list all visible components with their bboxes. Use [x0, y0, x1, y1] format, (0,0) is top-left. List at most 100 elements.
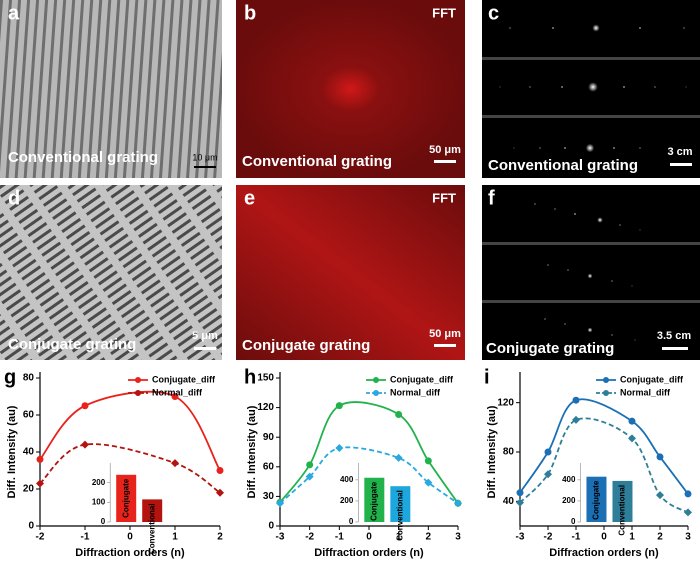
data-point [335, 444, 344, 453]
panel-e: e FFT Conjugate grating 50 μm [236, 185, 465, 360]
x-tick-label: -2 [36, 532, 45, 543]
data-point [656, 491, 664, 500]
scale-label: 5 μm [192, 330, 218, 342]
caption: Conventional grating [8, 149, 158, 166]
y-tick-label: 80 [503, 447, 515, 458]
x-tick-label: -2 [544, 532, 553, 543]
inset-tick-label: 200 [340, 496, 354, 505]
caption: Conjugate grating [8, 336, 136, 353]
data-point [81, 402, 89, 410]
data-point [216, 488, 224, 497]
data-point [81, 440, 89, 449]
caption: Conventional grating [488, 157, 638, 174]
data-point [394, 453, 403, 462]
inset-bar [612, 480, 633, 522]
inset-bar-label: Conventional [147, 503, 156, 554]
y-tick-label: 40 [503, 496, 515, 507]
data-point [454, 499, 462, 508]
inset-bar-label: Conjugate [369, 481, 378, 521]
inset-bar-label: Conjugate [121, 478, 130, 518]
data-point [335, 402, 343, 410]
y-tick-label: 80 [23, 373, 35, 384]
data-point [628, 417, 636, 425]
inset-bar [390, 486, 411, 522]
y-axis-label: Diff. Intensity (au) [6, 405, 18, 498]
inset-tick-label: 400 [340, 475, 354, 484]
panel-letter: h [244, 366, 256, 388]
scale-label: 50 μm [429, 144, 461, 156]
inset-tick-label: 400 [562, 475, 576, 484]
inset-bar [142, 499, 163, 522]
inset-tick-label: 0 [571, 517, 576, 526]
series-line [39, 443, 221, 494]
data-point [544, 448, 552, 456]
legend-marker [603, 377, 609, 383]
panel-letter: c [488, 2, 499, 24]
x-tick-label: -3 [516, 532, 525, 543]
y-tick-label: 120 [257, 402, 274, 413]
data-point [36, 455, 44, 463]
legend-marker [135, 390, 141, 396]
y-tick-label: 30 [263, 491, 275, 502]
series-line [279, 446, 459, 505]
data-point [572, 396, 580, 404]
legend-label: Conjugate_diff [390, 374, 454, 384]
legend-label: Conjugate_diff [620, 374, 684, 384]
legend-marker [373, 377, 379, 383]
panel-c: c Conventional grating 3 cm [482, 0, 700, 178]
x-tick-label: 3 [685, 532, 691, 543]
inset-tick-label: 200 [562, 496, 576, 505]
x-tick-label: -1 [335, 532, 344, 543]
data-point [684, 508, 692, 517]
data-point [395, 411, 403, 419]
data-point [36, 479, 44, 488]
inset-bar [116, 474, 137, 522]
data-point [171, 459, 179, 468]
legend-marker [373, 390, 379, 396]
y-tick-label: 20 [23, 484, 35, 495]
x-axis-label: Diffraction orders (n) [314, 547, 424, 559]
inset-bar-label: Conventional [618, 485, 627, 536]
caption: Conventional grating [242, 153, 392, 170]
x-axis-label: Diffraction orders (n) [75, 547, 185, 559]
panel-b: b FFT Conventional grating 50 μm [236, 0, 465, 178]
x-tick-label: 2 [657, 532, 663, 543]
panel-letter: e [244, 187, 255, 209]
data-point [516, 489, 524, 497]
panel-letter: i [484, 366, 490, 388]
series-line [39, 390, 221, 471]
legend-marker [135, 377, 141, 383]
legend-label: Normal_diff [152, 387, 203, 397]
legend-label: Normal_diff [620, 387, 671, 397]
panel-a: a Conventional grating 10 μm [0, 0, 222, 178]
x-tick-label: 1 [396, 532, 402, 543]
y-tick-label: 120 [497, 397, 514, 408]
x-tick-label: 0 [127, 532, 133, 543]
y-tick-label: 60 [23, 410, 35, 421]
inset-bar [364, 477, 385, 522]
inset-tick-label: 100 [92, 497, 106, 506]
scale-label: 10 μm [192, 152, 217, 162]
data-point [216, 467, 224, 474]
data-point [516, 498, 524, 507]
x-tick-label: 2 [217, 532, 223, 543]
data-point [171, 393, 179, 400]
x-tick-label: 1 [629, 532, 635, 543]
x-tick-label: 0 [366, 532, 372, 543]
scale-label: 3.5 cm [657, 330, 691, 342]
caption: Conjugate grating [242, 337, 370, 354]
data-point [424, 457, 432, 465]
y-tick-label: 150 [257, 373, 274, 384]
x-tick-label: -2 [305, 532, 314, 543]
y-tick-label: 60 [263, 461, 275, 472]
y-tick-label: 40 [23, 447, 35, 458]
y-axis-label: Diff. Intensity (au) [246, 405, 258, 498]
inset-bar [586, 476, 607, 522]
panel-letter: g [4, 366, 16, 388]
legend-marker [603, 390, 609, 396]
y-tick-label: 90 [263, 432, 275, 443]
data-point [684, 490, 692, 498]
x-tick-label: 3 [455, 532, 461, 543]
inset-tick-label: 0 [101, 517, 106, 526]
data-point [424, 478, 433, 487]
